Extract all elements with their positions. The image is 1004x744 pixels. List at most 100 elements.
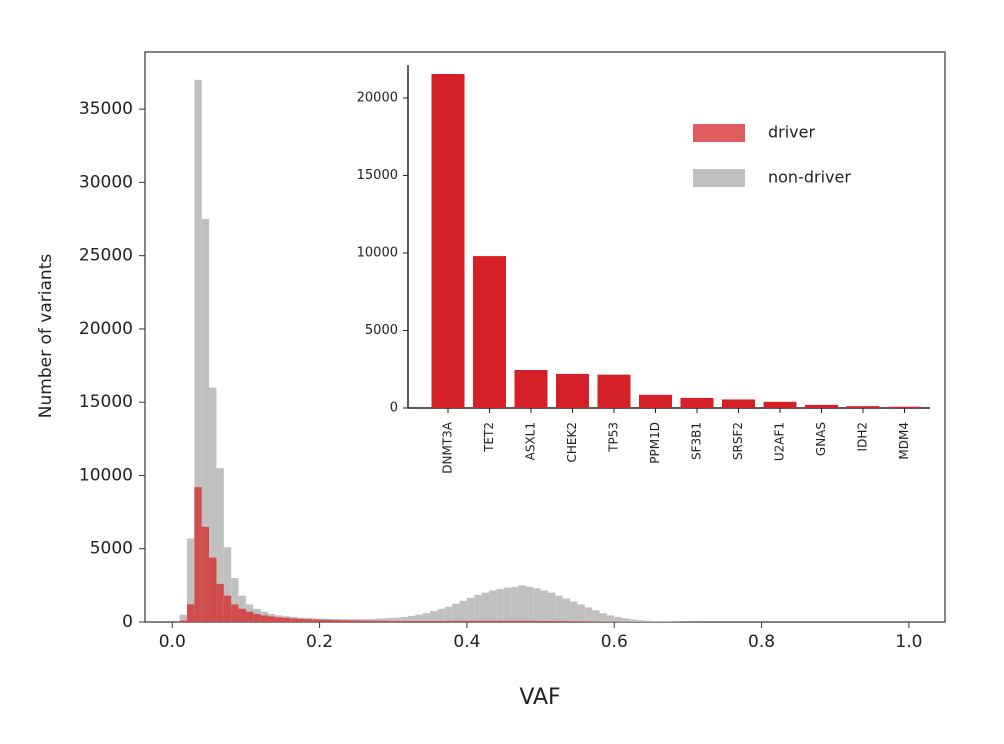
- histogram-bar: [400, 620, 408, 622]
- histogram-bar: [636, 620, 644, 622]
- histogram-bar: [216, 468, 224, 622]
- histogram-bar: [533, 588, 541, 622]
- histogram-bar: [540, 620, 548, 622]
- y-tick-label: 0: [390, 401, 398, 416]
- bar: [805, 404, 838, 408]
- histogram-bar: [253, 613, 261, 622]
- histogram-bar: [466, 620, 475, 622]
- x-tick-label: ASXL1: [524, 422, 538, 460]
- histogram-bar: [334, 620, 342, 622]
- histogram-bar: [606, 615, 615, 622]
- y-tick-label: 0: [122, 612, 133, 632]
- histogram-bar: [378, 618, 386, 622]
- histogram-bar: [503, 620, 512, 622]
- histogram-bar: [511, 620, 519, 622]
- histogram-bar: [341, 620, 350, 622]
- x-tick-label: IDH2: [856, 422, 870, 451]
- histogram-bar: [452, 603, 460, 622]
- bar: [639, 394, 672, 408]
- x-tick-label: GNAS: [814, 422, 828, 456]
- histogram-bar: [422, 620, 431, 622]
- histogram-bar: [540, 590, 548, 622]
- histogram-bar: [349, 620, 357, 622]
- histogram-bar: [238, 608, 246, 622]
- bar: [514, 370, 548, 408]
- histogram-bar: [628, 619, 637, 622]
- x-tick-label: SRSF2: [731, 422, 745, 460]
- bar: [763, 401, 797, 408]
- x-tick-label: TP53: [607, 422, 621, 453]
- y-tick-label: 15000: [79, 392, 133, 412]
- x-tick-label: TET2: [482, 422, 496, 453]
- x-tick-label: 0.2: [306, 632, 333, 652]
- histogram-bar: [621, 618, 629, 622]
- x-tick-label: 1.0: [895, 632, 922, 652]
- bar: [473, 256, 506, 408]
- histogram-bar: [290, 618, 298, 622]
- histogram-bar: [371, 620, 379, 622]
- histogram-bar: [555, 621, 563, 622]
- histogram-bar: [599, 613, 607, 622]
- y-tick-label: 10000: [357, 246, 398, 261]
- y-tick-label: 5000: [90, 539, 133, 559]
- histogram-bar: [547, 621, 556, 622]
- x-tick-label: 0.8: [748, 632, 775, 652]
- histogram-bar: [194, 79, 202, 622]
- y-tick-label: 15000: [357, 168, 398, 183]
- histogram-bar: [209, 557, 217, 622]
- histogram-bar: [194, 487, 202, 622]
- histogram-bar: [231, 578, 239, 622]
- histogram-bar: [503, 587, 512, 622]
- plot-frame: [144, 51, 946, 623]
- histogram-bar: [555, 595, 563, 622]
- histogram-bar: [489, 620, 497, 622]
- x-tick-label: 0.4: [453, 632, 480, 652]
- bar: [722, 399, 755, 408]
- histogram-bar: [326, 619, 335, 622]
- histogram-bar: [393, 620, 401, 622]
- histogram-bar: [481, 620, 490, 622]
- histogram-bar: [378, 620, 386, 622]
- histogram-bar: [297, 618, 305, 622]
- histogram-bar: [186, 604, 195, 622]
- histogram-bar: [385, 620, 394, 622]
- histogram-bar: [268, 616, 276, 622]
- y-tick-label: 25000: [79, 246, 133, 266]
- x-tick-label: DNMT3A: [441, 421, 455, 474]
- y-tick-label: 10000: [79, 465, 133, 485]
- histogram-bar: [422, 613, 431, 622]
- histogram-bar: [179, 614, 187, 622]
- histogram-bar: [179, 620, 187, 622]
- histogram-bar: [437, 620, 445, 622]
- x-tick-label: U2AF1: [773, 422, 787, 461]
- histogram-bar: [407, 615, 416, 622]
- x-axis-label: VAF: [519, 685, 560, 710]
- y-axis-label: Number of variants: [36, 254, 56, 419]
- histogram-bar: [481, 592, 490, 622]
- histogram-bar: [444, 620, 453, 622]
- histogram-bar: [643, 620, 652, 622]
- x-tick-label: PPM1D: [648, 422, 662, 464]
- histogram-bar: [547, 592, 556, 622]
- histogram-bar: [223, 595, 232, 622]
- histogram-bar: [474, 620, 482, 622]
- histogram-bar: [393, 617, 401, 622]
- histogram-bar: [430, 611, 438, 622]
- histogram-bar: [489, 590, 497, 622]
- y-tick-label: 35000: [79, 99, 133, 119]
- histogram-bar: [511, 586, 519, 622]
- histogram-bar: [201, 219, 210, 622]
- histogram-bar: [533, 620, 541, 622]
- legend-swatch: [693, 169, 745, 187]
- histogram-bar: [496, 620, 504, 622]
- histogram-bar: [371, 618, 379, 622]
- histogram-bar: [562, 598, 571, 622]
- histogram-bar: [584, 621, 593, 622]
- x-tick-label: 0.6: [601, 632, 628, 652]
- y-tick-label: 20000: [357, 91, 398, 106]
- histogram-bar: [651, 621, 659, 622]
- histogram-bar: [415, 614, 423, 622]
- histogram-bar: [407, 620, 416, 622]
- bar: [431, 73, 465, 408]
